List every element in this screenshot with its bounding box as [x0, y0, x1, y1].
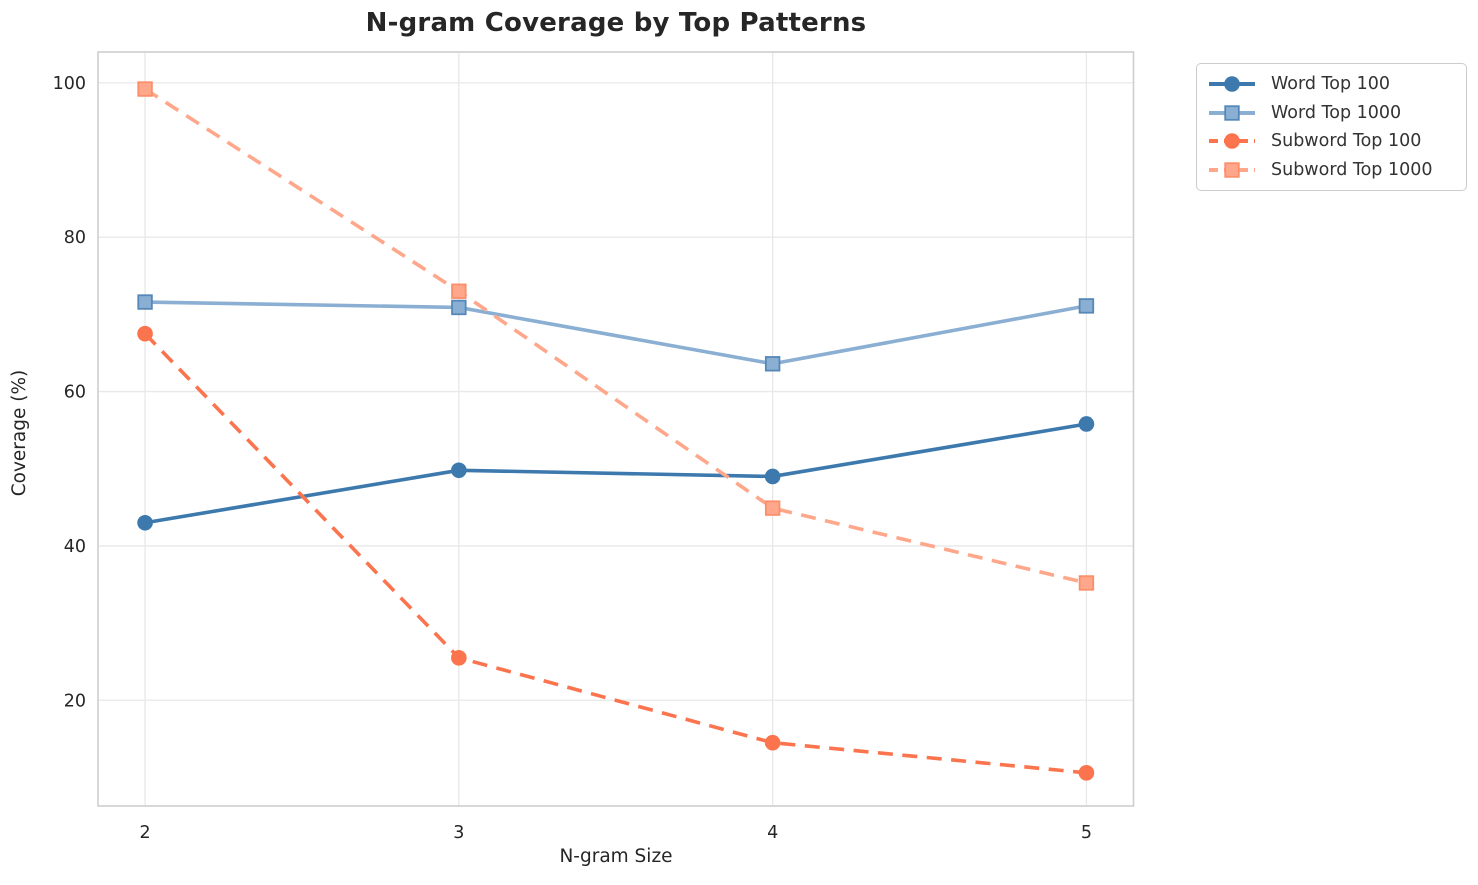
- legend-swatch-subword-top-1000: [1209, 162, 1255, 178]
- data-point-subword-top-100-x2: [137, 325, 153, 342]
- data-point-word-top-100-x2: [137, 514, 153, 531]
- legend-label: Subword Top 100: [1271, 131, 1422, 152]
- legend-marker-icon: [1224, 162, 1240, 178]
- data-point-subword-top-1000-x3: [451, 283, 467, 299]
- legend-label: Subword Top 1000: [1271, 159, 1433, 180]
- y-tick-label-40: 40: [64, 537, 86, 557]
- legend-label: Word Top 1000: [1271, 102, 1402, 123]
- x-axis-label: N-gram Size: [559, 846, 673, 867]
- y-tick-label-20: 20: [64, 691, 86, 711]
- x-tick-label-2: 2: [139, 823, 150, 843]
- y-tick-label-100: 100: [53, 74, 86, 94]
- legend-swatch-subword-top-100: [1209, 133, 1255, 150]
- chart-title: N-gram Coverage by Top Patterns: [365, 8, 867, 38]
- series-line-subword-top-1000: [144, 87, 1087, 585]
- x-tick-label-3: 3: [453, 823, 464, 843]
- y-axis-label: Coverage (%): [9, 369, 30, 497]
- data-point-word-top-100-x3: [451, 462, 467, 479]
- legend-label: Word Top 100: [1271, 74, 1391, 95]
- y-tick-label-60: 60: [64, 383, 86, 403]
- data-point-subword-top-1000-x2: [137, 81, 153, 97]
- x-tick-label-5: 5: [1081, 823, 1092, 843]
- series-line-subword-top-100: [143, 332, 1087, 775]
- legend-swatch-word-top-1000: [1209, 105, 1255, 121]
- data-point-word-top-100-x5: [1078, 416, 1095, 432]
- legend-marker-icon: [1224, 133, 1240, 150]
- data-point-word-top-1000-x4: [764, 356, 781, 372]
- data-point-subword-top-1000-x4: [764, 500, 781, 516]
- legend-swatch-word-top-100: [1209, 76, 1255, 93]
- plot-area: [98, 52, 1134, 806]
- data-point-word-top-100-x4: [764, 468, 781, 485]
- legend-item-subword-top-100: Subword Top 100: [1208, 127, 1455, 155]
- legend-item-word-top-100: Word Top 100: [1208, 70, 1455, 98]
- legend-marker-icon: [1224, 76, 1240, 93]
- data-point-subword-top-100-x4: [764, 734, 781, 751]
- legend-item-word-top-1000: Word Top 1000: [1208, 99, 1455, 127]
- data-point-word-top-1000-x3: [451, 299, 467, 316]
- data-point-word-top-1000-x5: [1078, 298, 1095, 314]
- y-tick-label-80: 80: [64, 228, 86, 248]
- data-point-word-top-1000-x2: [137, 294, 153, 310]
- axes-spines: [97, 51, 1135, 807]
- data-point-subword-top-100-x5: [1078, 765, 1095, 781]
- legend: Word Top 100 Word Top 1000 Subword Top 100…: [1196, 63, 1467, 191]
- series-line-word-top-1000: [145, 300, 1087, 366]
- data-point-subword-top-1000-x5: [1078, 575, 1095, 591]
- x-tick-label-4: 4: [767, 823, 778, 843]
- legend-marker-icon: [1224, 105, 1240, 121]
- legend-item-subword-top-1000: Subword Top 1000: [1208, 156, 1455, 184]
- data-point-subword-top-100-x3: [451, 650, 467, 666]
